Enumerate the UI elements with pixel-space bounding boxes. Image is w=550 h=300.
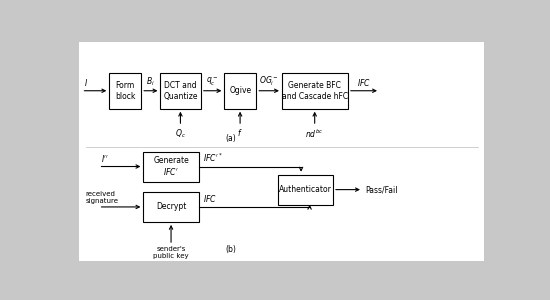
Text: sender's
public key: sender's public key	[153, 246, 189, 259]
Bar	[282, 73, 348, 109]
Text: received
signature: received signature	[86, 191, 119, 204]
Text: $q_c^-$: $q_c^-$	[206, 76, 218, 88]
Text: (a): (a)	[226, 134, 236, 143]
Text: $nd^{bc}$: $nd^{bc}$	[305, 127, 324, 140]
Text: (b): (b)	[226, 245, 236, 254]
Text: Form
block: Form block	[115, 81, 135, 101]
Text: $I$: $I$	[84, 77, 87, 88]
Text: Ogive: Ogive	[229, 86, 251, 95]
Text: $B_i$: $B_i$	[146, 76, 155, 88]
Text: Generate BFC
and Cascade hFC: Generate BFC and Cascade hFC	[282, 81, 348, 101]
Bar	[224, 73, 256, 109]
Text: Authenticator: Authenticator	[279, 185, 332, 194]
Bar	[144, 152, 199, 182]
Text: $OG_i^-$: $OG_i^-$	[259, 75, 279, 88]
Text: $IFC$: $IFC$	[357, 77, 371, 88]
Bar	[161, 73, 201, 109]
Text: $f$: $f$	[237, 127, 243, 138]
Text: DCT and
Quantize: DCT and Quantize	[163, 81, 198, 101]
Bar	[278, 175, 333, 205]
Text: $IFC$: $IFC$	[203, 193, 217, 204]
Text: Generate
$IFC'$: Generate $IFC'$	[153, 156, 189, 177]
Text: Pass/Fail: Pass/Fail	[365, 185, 398, 194]
Text: Decrypt: Decrypt	[156, 202, 186, 211]
Text: $Q_c$: $Q_c$	[175, 127, 186, 140]
Bar	[144, 192, 199, 222]
Text: $IFC'^*$: $IFC'^*$	[203, 151, 223, 164]
Bar	[109, 73, 141, 109]
FancyBboxPatch shape	[79, 42, 485, 261]
Text: $I''$: $I''$	[101, 153, 108, 164]
